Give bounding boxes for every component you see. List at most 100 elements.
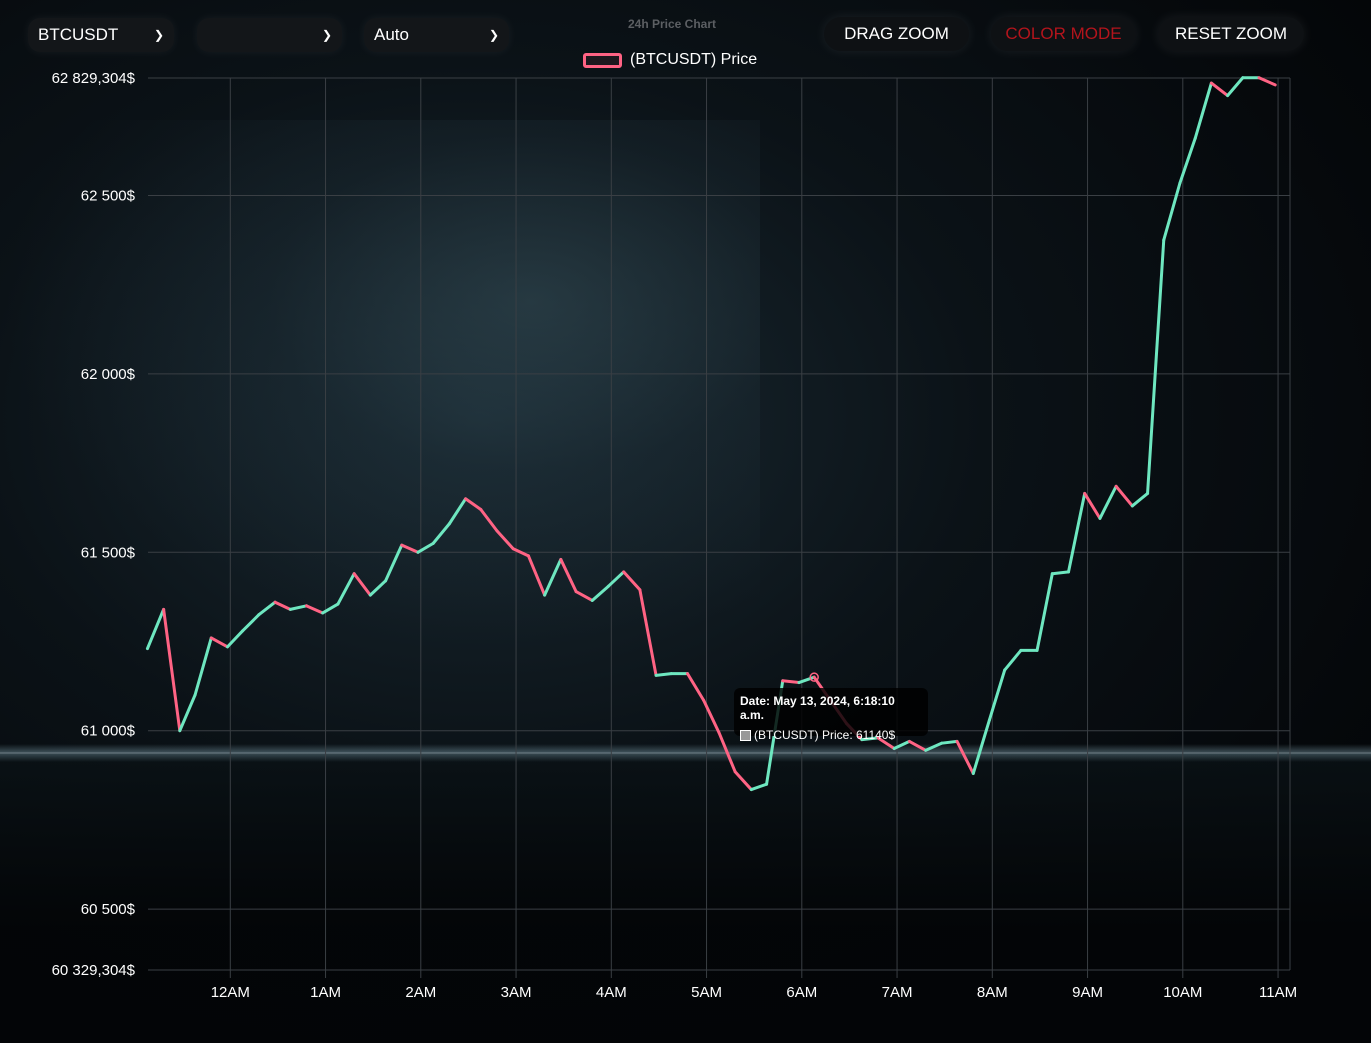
horizon-glow [0, 744, 1371, 762]
legend-label: (BTCUSDT) Price [630, 51, 758, 68]
price-segment-up [193, 636, 213, 697]
x-tick-label: 11AM [1259, 984, 1297, 1001]
price-segment-up [1098, 484, 1118, 520]
price-segment-down [305, 604, 325, 615]
x-tick-label: 12AM [211, 984, 250, 1001]
price-segment-down [907, 739, 928, 752]
price-segment-up [145, 607, 166, 651]
price-segment-down [733, 770, 753, 792]
price-segment-up [178, 693, 197, 733]
price-segment-up [987, 668, 1007, 722]
chart-tooltip: Date: May 13, 2024, 6:18:10 a.m. (BTCUSD… [734, 688, 928, 742]
price-segment-down [1209, 81, 1230, 98]
price-segment-up [924, 741, 944, 752]
y-tick-label: 62 500$ [81, 187, 136, 204]
color-mode-button[interactable]: COLOR MODE [991, 17, 1136, 51]
price-segment-down [717, 730, 737, 774]
tooltip-body: (BTCUSDT) Price: 61140$ [754, 728, 896, 742]
price-line [145, 76, 1277, 792]
y-tick-label: 60 500$ [81, 901, 136, 918]
y-tick-label: 61 000$ [81, 723, 136, 740]
price-segment-down [876, 736, 896, 751]
y-tick-label: 61 500$ [81, 544, 136, 561]
price-segment-up [416, 541, 435, 554]
price-segment-down [464, 497, 483, 511]
price-segment-up [1050, 570, 1070, 576]
price-segment-up [431, 522, 451, 545]
legend-swatch [583, 52, 622, 68]
chevron-down-icon: ❯ [488, 28, 499, 42]
price-segment-up [241, 613, 261, 633]
price-segment-up [288, 604, 308, 611]
price-segment-up [321, 602, 340, 615]
x-tick-label: 1AM [310, 984, 341, 1001]
price-segment-up [257, 600, 277, 617]
y-axis: 60 329,304$ 60 500$ 61 000$ 61 500$ 62 000$ 6… [52, 70, 136, 979]
price-segment-down [400, 543, 420, 554]
reset-zoom-button[interactable]: RESET ZOOM [1158, 17, 1304, 51]
price-segment-down [495, 529, 515, 551]
price-segment-down [955, 739, 975, 776]
x-tick-label: 9AM [1072, 984, 1103, 1001]
secondary-select[interactable]: ❯ [197, 18, 342, 52]
x-tick-label: 6AM [786, 984, 817, 1001]
tooltip-swatch [740, 729, 751, 741]
price-segment-up [749, 782, 769, 792]
price-segment-up [1162, 181, 1182, 242]
price-segment-down [574, 590, 594, 602]
price-segment-down [622, 570, 642, 592]
interval-select[interactable]: Auto ❯ [364, 18, 509, 52]
price-segment-up [447, 497, 468, 526]
price-segment-down [526, 554, 547, 597]
price-segment-down [781, 679, 801, 685]
price-segment-down [702, 698, 721, 734]
drag-zoom-button[interactable]: DRAG ZOOM [824, 17, 969, 51]
price-segment-up [1226, 76, 1245, 98]
symbol-select[interactable]: BTCUSDT ❯ [28, 18, 174, 52]
x-tick-label: 3AM [501, 984, 532, 1001]
price-segment-up [384, 543, 404, 583]
tooltip-row: (BTCUSDT) Price: 61140$ [740, 728, 922, 742]
price-segment-up [336, 572, 356, 606]
y-tick-label: 62 829,304$ [52, 70, 136, 87]
hover-point [809, 672, 819, 682]
x-tick-label: 10AM [1163, 984, 1202, 1001]
price-segment-up [1035, 572, 1054, 652]
x-tick-label: 2AM [405, 984, 436, 1001]
chart-legend[interactable]: (BTCUSDT) Price [583, 49, 757, 71]
price-segment-down [511, 547, 530, 558]
x-tick-label: 7AM [882, 984, 913, 1001]
price-segment-up [654, 672, 673, 677]
price-segment-up [1067, 491, 1087, 574]
nebula-backdrop [0, 120, 760, 640]
price-segment-up [1193, 81, 1213, 140]
price-segment-down [1083, 491, 1102, 520]
price-segment-down [638, 588, 658, 677]
chevron-down-icon: ❯ [153, 28, 164, 42]
price-segment-up [590, 584, 610, 602]
x-tick-label: 5AM [691, 984, 722, 1001]
y-tick-label: 62 000$ [81, 366, 136, 383]
price-segment-down [352, 572, 372, 597]
price-segment-up [606, 570, 626, 588]
price-segment-up [1130, 491, 1150, 508]
price-segment-down [273, 600, 292, 611]
price-segment-up [1178, 136, 1197, 185]
x-tick-label: 4AM [596, 984, 627, 1001]
price-segment-up [940, 739, 959, 745]
price-segment-up [543, 557, 563, 597]
hover-point-layer [809, 672, 819, 682]
price-segment-down [559, 557, 578, 594]
tooltip-title: Date: May 13, 2024, 6:18:10 a.m. [740, 694, 895, 722]
price-segment-up [892, 739, 911, 751]
chevron-down-icon: ❯ [321, 28, 332, 42]
price-segment-down [1114, 484, 1134, 508]
symbol-select-value: BTCUSDT [38, 25, 119, 44]
price-segment-up [1146, 238, 1166, 495]
price-segment-up [368, 579, 388, 597]
price-segment-up [225, 629, 245, 649]
price-segment-up [860, 736, 880, 742]
planet-surface-backdrop [0, 753, 1371, 1043]
price-segment-down [479, 507, 499, 533]
